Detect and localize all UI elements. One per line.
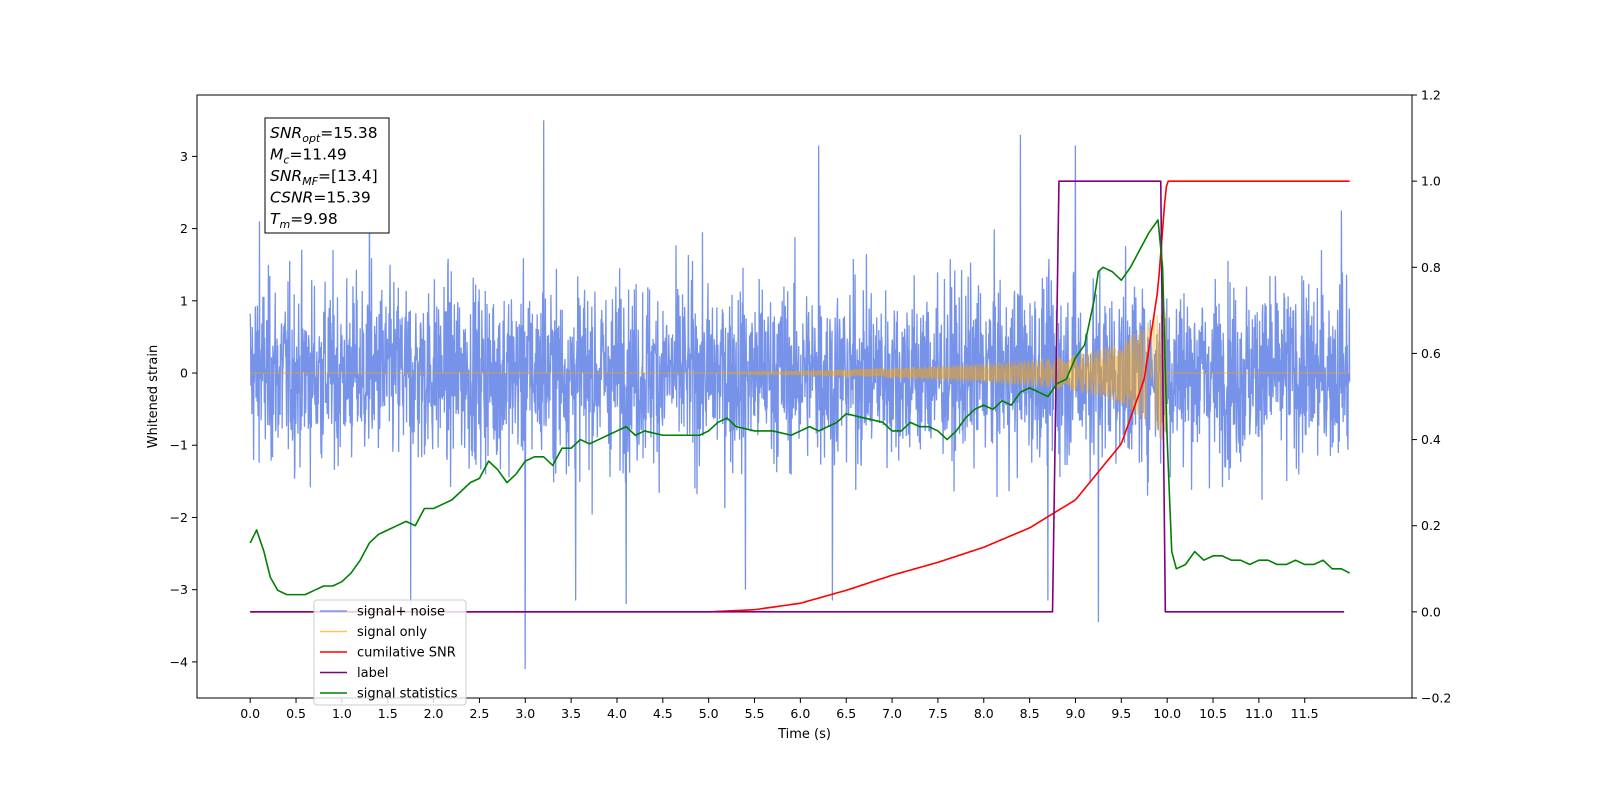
y-right-tick-label: 0.4 [1421, 432, 1441, 447]
x-axis: 0.0 0.5 1.0 1.5 2.0 2.5 3.0 3.5 4.0 4.5 5.0 5.5 6.0 6… [240, 698, 1319, 721]
legend-label: signal only [357, 625, 427, 640]
x-tick-label: 7.5 [928, 706, 948, 721]
stats-subscript: opt [302, 132, 321, 145]
series-label [250, 180, 1345, 613]
stats-annotation-box: SNRopt=15.38Mc=11.49SNRMF=[13.4]CSNR=15.… [264, 117, 390, 234]
x-tick-label: 6.0 [790, 706, 810, 721]
stats-value: =15.39 [313, 189, 370, 207]
y-right-tick-label: 0.6 [1421, 346, 1441, 361]
x-tick-label: 4.5 [653, 706, 673, 721]
signal-plus-noise-line [249, 120, 1351, 670]
y-left-tick-label: −1 [170, 438, 188, 453]
x-tick-label: 5.0 [699, 706, 719, 721]
x-tick-label: 5.5 [745, 706, 765, 721]
label-line [250, 180, 1345, 613]
signal-statistics-line [249, 219, 1351, 596]
x-tick-label: 11.5 [1291, 706, 1319, 721]
series-signal-statistics [249, 219, 1351, 596]
x-tick-label: 1.5 [378, 706, 398, 721]
stats-symbol: T [270, 210, 281, 228]
y-right-tick-label: −0.2 [1421, 691, 1451, 706]
x-tick-label: 3.5 [561, 706, 581, 721]
y-axis-label: Whitened strain [146, 345, 161, 448]
y-left-tick-label: −2 [170, 510, 188, 525]
legend: signal+ noise signal only cumilative SNR la… [313, 599, 467, 706]
stats-symbol: M [270, 146, 283, 164]
y-left-tick-label: −4 [170, 654, 188, 669]
legend-frame [313, 599, 467, 706]
y-right-tick-label: 1.0 [1421, 174, 1441, 189]
x-axis-label: Time (s) [777, 727, 831, 742]
y-right-tick-label: 0.0 [1421, 604, 1441, 619]
stats-symbol: CSNR [270, 189, 313, 207]
x-tick-label: 2.0 [424, 706, 444, 721]
legend-entry: signal statistics [320, 687, 458, 702]
y-left-tick-label: 3 [180, 149, 188, 164]
legend-entry: label [320, 666, 388, 681]
x-tick-label: 9.5 [1111, 706, 1131, 721]
y-right-tick-label: 0.2 [1421, 518, 1441, 533]
y-right-tick-label: 0.8 [1421, 260, 1441, 275]
series-signal-plus-noise [249, 120, 1351, 670]
x-tick-label: 3.0 [515, 706, 535, 721]
y-left-tick-label: 0 [180, 366, 188, 381]
x-tick-label: 7.0 [882, 706, 902, 721]
legend-entry: signal only [320, 625, 427, 640]
y-left-tick-label: 1 [180, 293, 188, 308]
legend-entry: cumilative SNR [320, 646, 456, 661]
stats-line: Mc=11.49 [270, 146, 347, 167]
x-tick-label: 0.5 [286, 706, 306, 721]
x-tick-label: 8.5 [1020, 706, 1040, 721]
y-axis-left: 3 2 1 0 −1 −2 −3 −4 [170, 149, 197, 669]
stats-box-frame [264, 117, 390, 234]
x-tick-label: 11.0 [1245, 706, 1273, 721]
stats-subscript: MF [302, 175, 318, 188]
stats-subscript: m [279, 218, 290, 231]
y-left-tick-label: 2 [180, 221, 188, 236]
plot-area [249, 120, 1351, 670]
x-tick-label: 1.0 [332, 706, 352, 721]
x-tick-label: 10.5 [1199, 706, 1227, 721]
legend-label: signal+ noise [357, 605, 445, 620]
stats-value: =[13.4] [318, 167, 378, 185]
x-tick-label: 4.0 [607, 706, 627, 721]
x-tick-label: 2.5 [469, 706, 489, 721]
legend-label: label [357, 666, 388, 681]
x-tick-label: 6.5 [836, 706, 856, 721]
stats-symbol: SNR [270, 124, 302, 142]
stats-value: =11.49 [289, 146, 346, 164]
y-left-tick-label: −3 [170, 582, 188, 597]
x-tick-label: 8.0 [974, 706, 994, 721]
legend-entry: signal+ noise [320, 605, 445, 620]
plot-frame [196, 94, 1413, 699]
stats-line: CSNR=15.39 [270, 189, 371, 207]
stats-subscript: c [283, 154, 289, 167]
legend-label: signal statistics [357, 687, 458, 702]
stats-line: Tm=9.98 [270, 210, 338, 231]
y-axis-right: 1.2 1.0 0.8 0.6 0.4 0.2 0.0 −0.2 [1412, 88, 1451, 706]
stats-line: SNRopt=15.38 [270, 124, 378, 145]
stats-symbol: SNR [270, 167, 302, 185]
stats-line: SNRMF=[13.4] [270, 167, 378, 188]
x-tick-label: 10.0 [1153, 706, 1181, 721]
stats-value: =15.38 [320, 124, 377, 142]
legend-label: cumilative SNR [357, 646, 456, 661]
stats-value: =9.98 [290, 210, 338, 228]
x-tick-label: 0.0 [240, 706, 260, 721]
x-tick-label: 9.0 [1066, 706, 1086, 721]
y-right-tick-label: 1.2 [1421, 88, 1441, 103]
